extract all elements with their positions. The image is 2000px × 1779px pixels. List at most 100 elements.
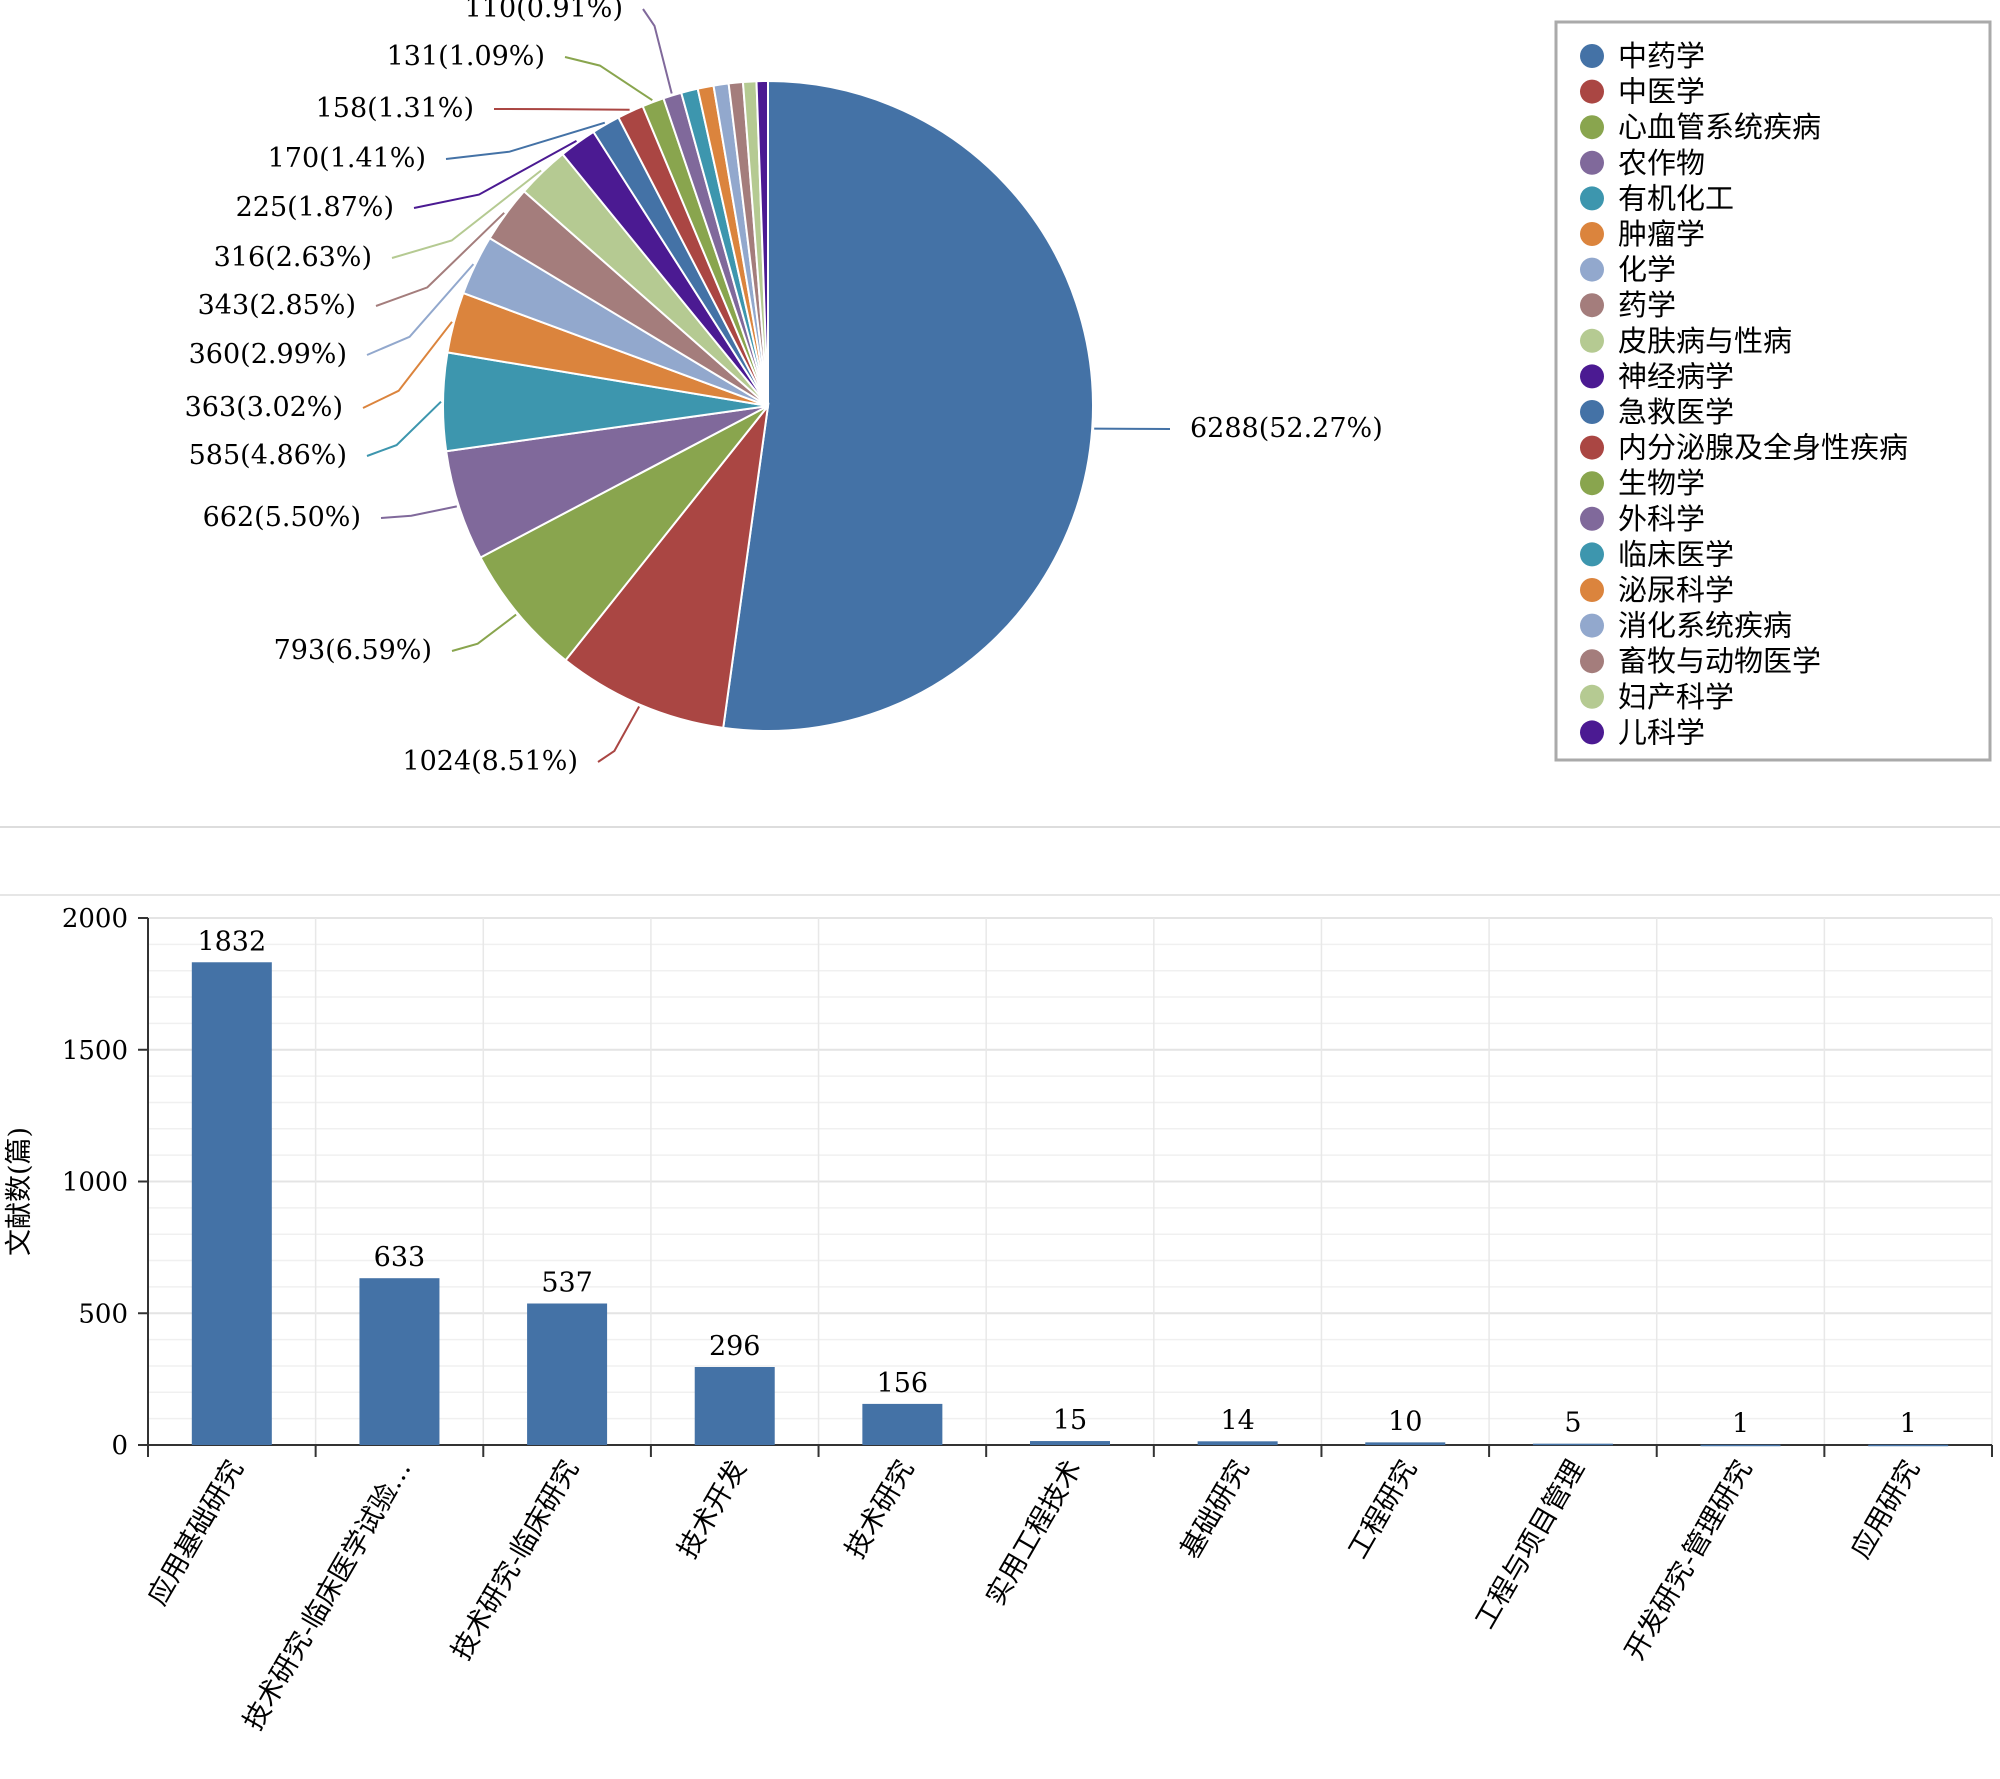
pie-data-label: 662(5.50%)	[203, 502, 361, 533]
x-tick-label: 技术研究-临床医学试验…	[238, 1455, 418, 1736]
y-tick-label: 2000	[62, 904, 128, 934]
pie-leader-line	[366, 400, 442, 457]
bar	[1365, 1442, 1446, 1445]
bar	[1532, 1443, 1613, 1446]
legend-marker	[1580, 115, 1604, 140]
pie-slice	[564, 402, 770, 730]
bar-value-label: 10	[1388, 1406, 1422, 1437]
legend-marker	[1580, 506, 1604, 531]
legend-marker	[1580, 613, 1604, 638]
x-tick-label: 技术开发	[672, 1455, 753, 1564]
pie-legend: 中药学中医学心血管系统疾病农作物有机化工肿瘤学化学药学皮肤病与性病神经病学急救医…	[1554, 20, 1992, 762]
bar	[527, 1303, 608, 1445]
bar-value-label: 1832	[197, 926, 266, 957]
y-axis-title: 文献数(篇)	[4, 1127, 35, 1256]
bar	[191, 962, 272, 1445]
pie-data-label: 225(1.87%)	[236, 192, 394, 223]
pie-data-label: 585(4.86%)	[189, 440, 347, 471]
legend-marker	[1580, 400, 1604, 424]
legend-marker	[1580, 471, 1604, 496]
legend-marker	[1580, 542, 1604, 567]
bar-value-label: 156	[877, 1368, 929, 1399]
legend-item: 有机化工	[1618, 181, 1734, 215]
legend-marker	[1580, 684, 1604, 709]
legend-item: 农作物	[1618, 146, 1705, 180]
y-tick-label: 500	[78, 1299, 128, 1329]
legend-item: 临床医学	[1618, 537, 1734, 571]
bar-value-label: 14	[1220, 1405, 1254, 1436]
legend-item: 肿瘤学	[1618, 217, 1705, 251]
pie-data-label: 316(2.63%)	[214, 242, 372, 273]
pie-data-label: 131(1.09%)	[387, 41, 545, 72]
y-tick-label: 1000	[62, 1168, 128, 1198]
legend-marker	[1580, 44, 1604, 68]
x-tick-label: 应用研究	[1845, 1455, 1926, 1564]
legend-item: 神经病学	[1618, 359, 1734, 393]
bar	[1868, 1444, 1949, 1447]
legend-item: 化学	[1618, 253, 1676, 287]
legend-item: 急救医学	[1618, 395, 1734, 429]
y-tick-label: 0	[111, 1431, 128, 1461]
pie-slice	[755, 79, 769, 407]
pie-leader-line	[380, 505, 458, 519]
pie-data-label: 360(2.99%)	[189, 339, 347, 370]
pie-slice	[722, 79, 1095, 732]
pie-leader-line	[413, 140, 577, 209]
x-tick-label: 技术研究-临床研究	[446, 1455, 585, 1665]
legend-marker	[1580, 293, 1604, 318]
legend-item: 儿科学	[1618, 715, 1705, 749]
legend-marker	[1580, 186, 1604, 211]
bar	[1197, 1441, 1278, 1445]
legend-item: 畜牧与动物医学	[1618, 644, 1821, 678]
legend-item: 中药学	[1618, 39, 1705, 73]
pie-leader-line	[391, 169, 542, 259]
x-tick-label: 开发研究-管理研究	[1619, 1455, 1758, 1665]
y-tick-label: 1500	[62, 1036, 128, 1066]
pie-leader-line	[366, 263, 475, 356]
bar	[359, 1278, 440, 1445]
bar-value-label: 15	[1053, 1405, 1087, 1436]
bar-value-label: 296	[709, 1331, 761, 1362]
bar-value-label: 1	[1732, 1409, 1749, 1440]
bar-value-label: 5	[1564, 1408, 1581, 1439]
pie-leader-line	[375, 212, 505, 307]
legend-marker	[1580, 222, 1604, 246]
legend-item: 妇产科学	[1618, 680, 1734, 714]
bar-value-label: 537	[541, 1268, 593, 1299]
pie-leader-line	[362, 321, 453, 409]
legend-item: 泌尿科学	[1618, 573, 1734, 607]
legend-item: 消化系统疾病	[1618, 609, 1792, 643]
bar	[862, 1403, 943, 1445]
x-tick-label: 实用工程技术	[980, 1455, 1088, 1611]
legend-marker	[1580, 150, 1604, 175]
pie-leader-line	[451, 613, 517, 652]
pie-leader-line	[493, 108, 630, 111]
pie-data-label: 158(1.31%)	[316, 93, 474, 124]
pie-leader-line	[445, 121, 606, 160]
pie-data-label: 110(0.91%)	[465, 0, 623, 24]
bar-value-label: 1	[1900, 1409, 1917, 1440]
pie-data-label: 363(3.02%)	[185, 392, 343, 423]
pie-data-label: 1024(8.51%)	[402, 746, 578, 777]
pie-data-label: 793(6.59%)	[274, 635, 432, 666]
legend-item: 药学	[1618, 288, 1676, 322]
legend-item: 心血管系统疾病	[1618, 110, 1821, 144]
legend-marker	[1580, 257, 1604, 282]
x-tick-label: 应用基础研究	[142, 1455, 250, 1611]
pie-leader-line	[564, 56, 653, 102]
legend-item: 皮肤病与性病	[1618, 324, 1792, 358]
x-tick-label: 基础研究	[1175, 1455, 1256, 1564]
pie-chart: 6288(52.27%) 1024(8.51%) 793(6.59%) 662(5.5…	[185, 0, 1383, 777]
legend-marker	[1580, 649, 1604, 674]
pie-leader-line	[597, 706, 640, 763]
legend-marker	[1580, 578, 1604, 602]
legend-item: 中医学	[1618, 75, 1705, 109]
pie-data-label: 343(2.85%)	[198, 290, 356, 321]
pie-data-label: 170(1.41%)	[268, 143, 426, 174]
legend-box	[1554, 20, 1992, 762]
bar	[1700, 1444, 1781, 1447]
x-tick-label: 技术研究	[840, 1455, 921, 1564]
x-tick-label: 工程研究	[1342, 1455, 1423, 1564]
legend-marker	[1580, 364, 1604, 389]
